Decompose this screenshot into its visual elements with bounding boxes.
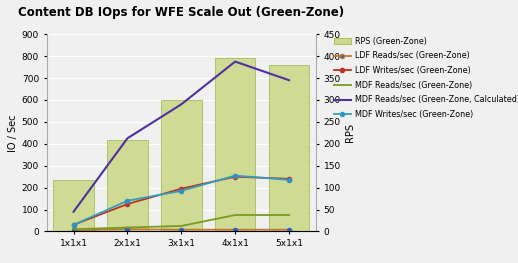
Bar (107, 140, 148, 231)
Bar (215, 58, 255, 231)
Legend: RPS (Green-Zone), LDF Reads/sec (Green-Zone), LDF Writes/sec (Green-Zone), MDF R: RPS (Green-Zone), LDF Reads/sec (Green-Z… (330, 34, 518, 122)
Bar (269, 65, 309, 231)
Y-axis label: IO / Sec: IO / Sec (8, 114, 18, 151)
Bar (53, 180, 94, 231)
Y-axis label: RPS: RPS (345, 123, 355, 142)
Bar (161, 100, 202, 231)
Title: Content DB IOps for WFE Scale Out (Green-Zone): Content DB IOps for WFE Scale Out (Green… (18, 6, 344, 19)
